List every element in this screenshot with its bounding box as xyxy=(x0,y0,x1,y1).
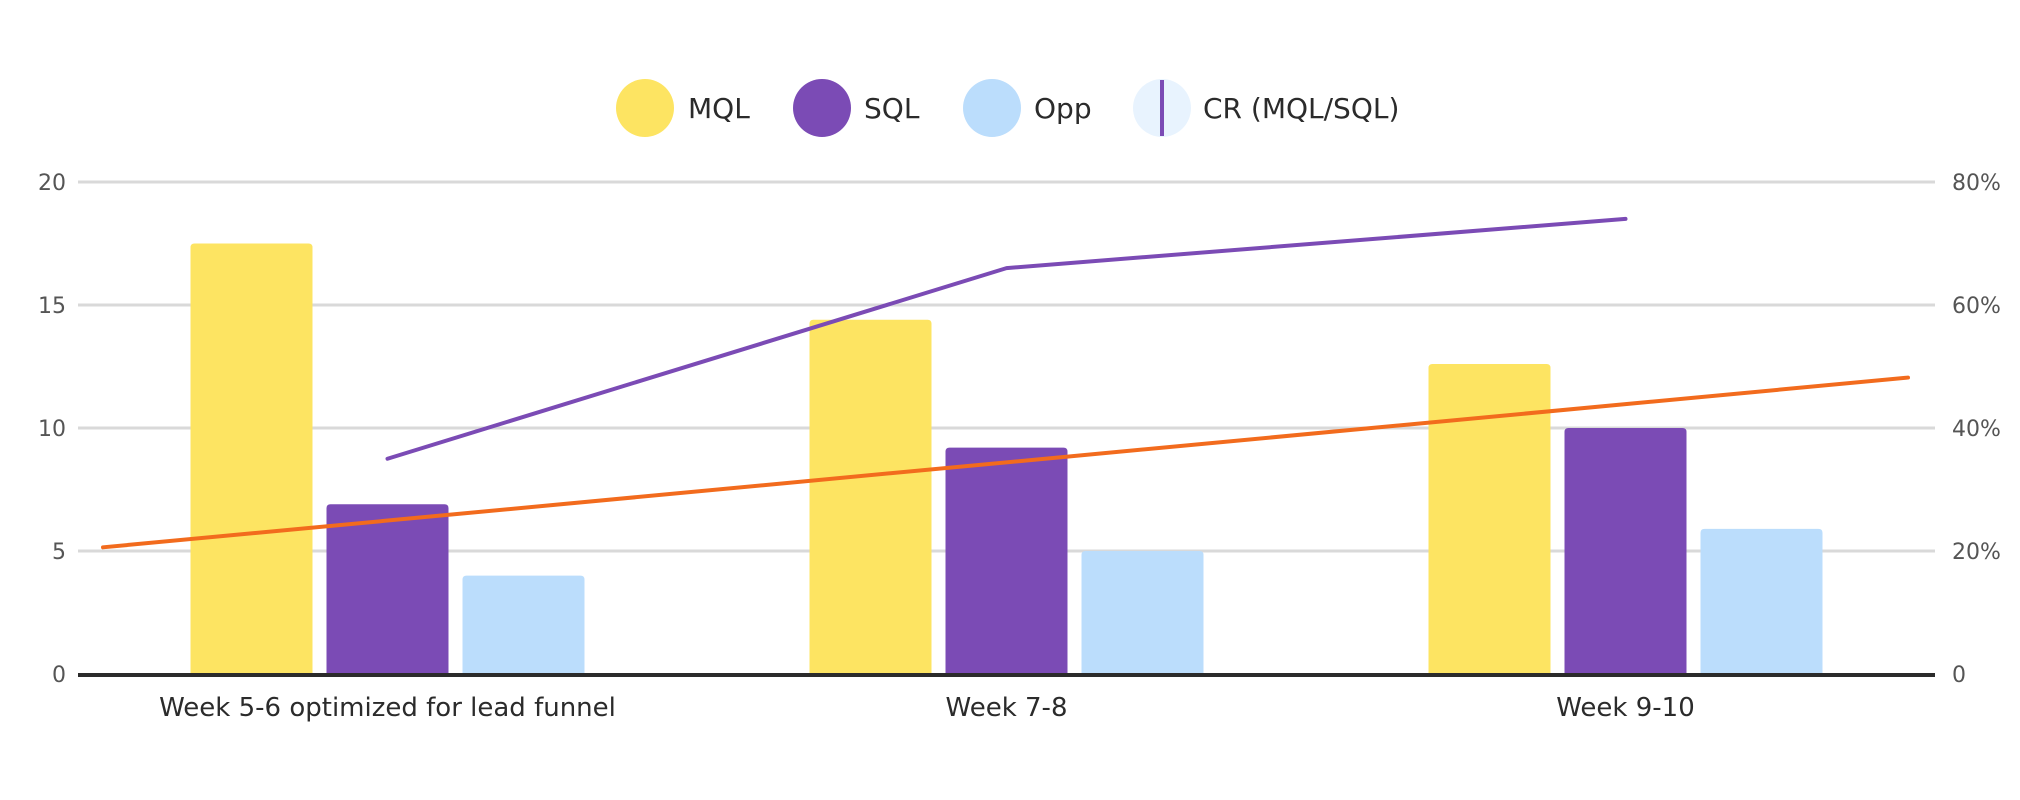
trend-line xyxy=(101,375,1910,550)
legend-item-opp[interactable]: Opp xyxy=(963,79,1092,137)
bar-opp-3[interactable] xyxy=(1700,528,1823,674)
bar-series xyxy=(190,243,1823,675)
y-right-tick-label: 20% xyxy=(1952,540,2001,565)
line-series xyxy=(101,216,1910,550)
y-left-tick-label: 15 xyxy=(38,294,66,319)
y-right-tick-label: 40% xyxy=(1952,417,2001,442)
legend-swatch-opp xyxy=(963,79,1021,137)
legend-label-mql: MQL xyxy=(688,92,750,125)
legend-label-opp: Opp xyxy=(1034,92,1092,125)
legend-item-cr[interactable]: CR (MQL/SQL) xyxy=(1133,79,1399,137)
y-right-tick-label: 60% xyxy=(1952,294,2001,319)
legend-swatch-sql xyxy=(793,79,851,137)
legend-item-sql[interactable]: SQL xyxy=(793,79,920,137)
bar-mql-1[interactable] xyxy=(190,243,313,675)
right-axis-ticks: 0 20% 40% 60% 80% xyxy=(1952,171,2001,688)
y-right-tick-label: 80% xyxy=(1952,171,2001,196)
y-left-tick-label: 20 xyxy=(38,171,66,196)
chart-legend: MQL SQL Opp CR (MQL/SQL) xyxy=(616,79,1399,137)
bar-mql-3[interactable] xyxy=(1428,364,1551,674)
bar-opp-1[interactable] xyxy=(462,575,585,674)
bar-sql-1[interactable] xyxy=(326,504,449,674)
left-axis-ticks: 0 5 10 15 20 xyxy=(38,171,66,688)
x-axis: Week 5-6 optimized for lead funnel Week 7… xyxy=(78,673,1935,723)
y-left-tick-label: 0 xyxy=(52,663,66,688)
bar-sql-2[interactable] xyxy=(945,447,1068,674)
legend-item-mql[interactable]: MQL xyxy=(616,79,750,137)
legend-label-cr: CR (MQL/SQL) xyxy=(1203,92,1399,125)
x-category-label: Week 7-8 xyxy=(946,693,1068,723)
x-category-label: Week 9-10 xyxy=(1556,693,1695,723)
x-category-label: Week 5-6 optimized for lead funnel xyxy=(159,693,616,723)
legend-label-sql: SQL xyxy=(864,92,920,125)
bar-opp-2[interactable] xyxy=(1081,551,1204,674)
y-left-tick-label: 5 xyxy=(52,540,66,565)
bar-mql-2[interactable] xyxy=(809,319,932,674)
y-left-tick-label: 10 xyxy=(38,417,66,442)
line-cr-mql-sql xyxy=(385,216,1628,461)
y-right-tick-label: 0 xyxy=(1952,663,1966,688)
legend-swatch-mql xyxy=(616,79,674,137)
bar-sql-3[interactable] xyxy=(1564,428,1687,674)
